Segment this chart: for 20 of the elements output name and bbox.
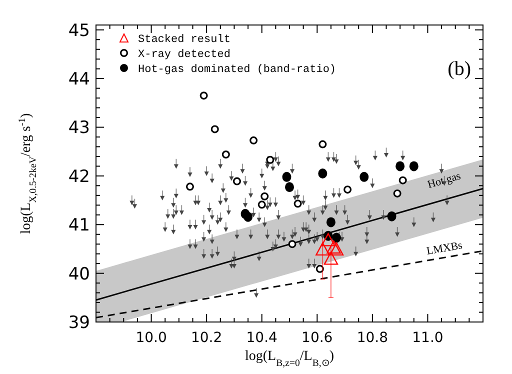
y-tick-label: 44 <box>68 70 90 90</box>
text: LMXBs <box>426 240 464 258</box>
x-tick-label: 10.2 <box>190 330 222 346</box>
x-tick-label: 10.8 <box>356 330 388 346</box>
y-tick-label: 43 <box>68 118 90 138</box>
annotation: (b) <box>448 58 471 80</box>
x-tick-label: 10.0 <box>136 330 167 346</box>
text: Hot gas <box>426 170 462 192</box>
x-axis-title: log(L$_{B,z=0}$/L$_{B,⊙}$) <box>245 349 334 368</box>
y-tick-label: 40 <box>68 264 90 284</box>
y-tick-label: 39 <box>68 313 90 333</box>
legend-label: Stacked result <box>138 34 230 46</box>
y-tick-label: 41 <box>68 216 90 236</box>
legend-label: Hot-gas dominated (band-ratio) <box>138 64 336 76</box>
x-tick-label: 11.0 <box>412 330 444 346</box>
x-tick-label: 10.6 <box>302 330 333 346</box>
y-tick-label: 45 <box>68 20 90 41</box>
x-tick-label: 10.4 <box>246 330 278 346</box>
legend-label: X-ray detected <box>138 49 230 61</box>
y-tick-label: 42 <box>68 166 90 187</box>
